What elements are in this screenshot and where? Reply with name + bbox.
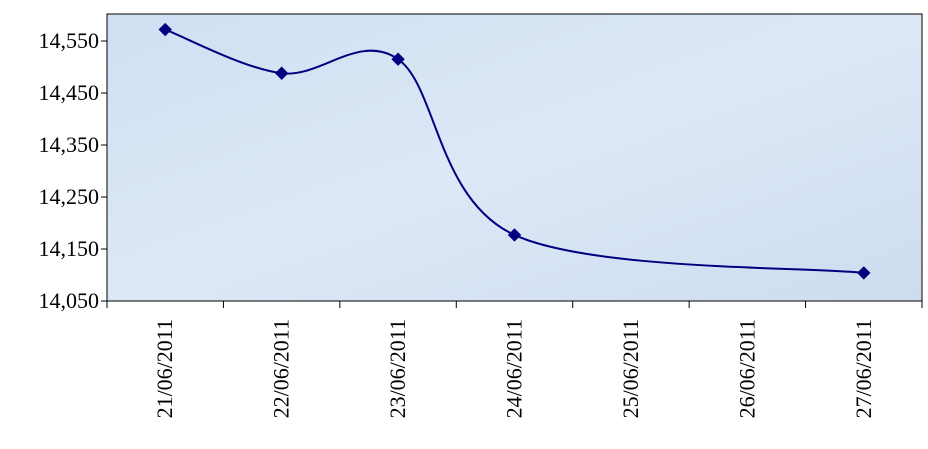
x-tick-label: 25/06/2011 [618,319,643,418]
y-tick-label: 14,350 [39,132,100,157]
y-tick-label: 14,050 [39,288,100,313]
series-markers [158,22,871,280]
x-axis: 21/06/2011 22/06/2011 23/06/2011 24/06/2011… [106,301,923,418]
data-point-marker [507,228,522,242]
x-tick-label: 26/06/2011 [734,319,759,418]
x-tick-label: 22/06/2011 [269,319,294,418]
y-tick-label: 14,450 [39,80,100,105]
x-tick-label: 21/06/2011 [152,319,177,418]
x-tick-label: 23/06/2011 [385,319,410,418]
data-point-marker [857,266,871,280]
y-tick-label: 14,150 [39,236,100,261]
x-tick-label: 27/06/2011 [851,319,876,418]
y-axis: 14,550 14,450 14,350 14,250 14,150 14,050 [39,28,107,313]
series-line [164,28,864,274]
plot-area [106,13,923,302]
x-tick-label: 24/06/2011 [502,319,527,418]
data-point-marker [158,22,172,37]
y-tick-label: 14,550 [39,28,100,53]
data-point-marker [391,52,405,66]
y-tick-label: 14,250 [39,184,100,209]
data-point-marker [274,66,289,80]
